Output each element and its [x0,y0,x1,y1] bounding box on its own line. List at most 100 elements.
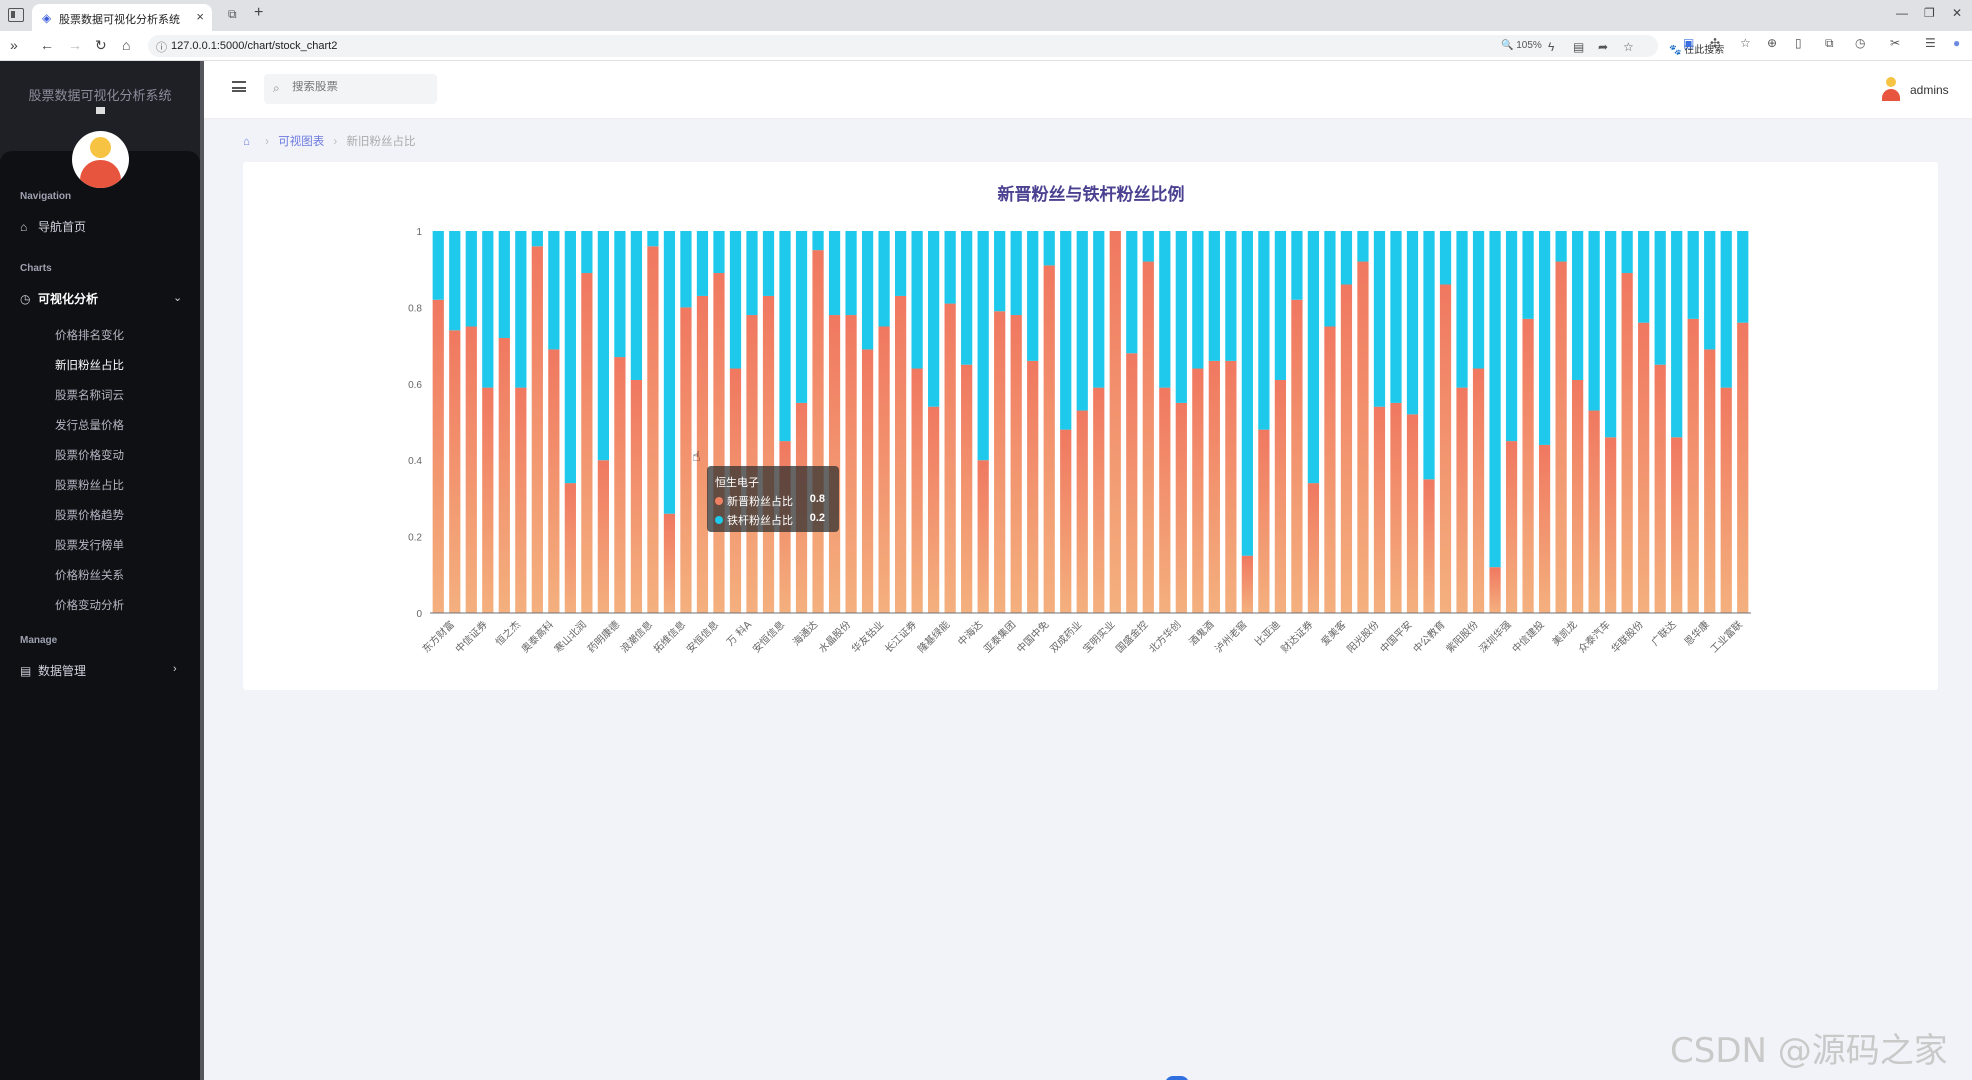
bar-new-fans[interactable] [680,307,692,613]
bar-new-fans[interactable] [1638,322,1650,613]
site-info-icon[interactable]: ⓘ [156,42,167,54]
bar-loyal-fans[interactable] [614,231,626,358]
sidebar-subitem[interactable]: 价格变动分析 [55,600,124,612]
bar-loyal-fans[interactable] [795,231,808,403]
bar-loyal-fans[interactable] [1307,231,1320,484]
bar-loyal-fans[interactable] [465,231,477,327]
bar-loyal-fans[interactable] [1638,231,1650,323]
bar-loyal-fans[interactable] [515,231,527,388]
bar-new-fans[interactable] [928,406,940,613]
bar-new-fans[interactable] [1159,387,1171,613]
bar-loyal-fans[interactable] [1654,231,1666,365]
bar-new-fans[interactable] [531,246,543,613]
bar-loyal-fans[interactable] [1241,231,1253,556]
collections-icon[interactable]: ⧉ [1825,36,1834,50]
bar-loyal-fans[interactable] [1126,231,1138,354]
sidebar-subitem[interactable]: 股票粉丝占比 [55,480,124,492]
bar-loyal-fans[interactable] [597,231,609,461]
bar-new-fans[interactable] [1555,261,1567,613]
bar-loyal-fans[interactable] [1505,231,1518,442]
bar-new-fans[interactable] [663,513,676,613]
bar-new-fans[interactable] [1720,387,1732,613]
zoom-level[interactable]: 🔍 105% [1501,40,1542,51]
bar-loyal-fans[interactable] [1010,231,1022,316]
bar-loyal-fans[interactable] [1588,231,1600,411]
bar-new-fans[interactable] [845,315,857,613]
sidebar-item-home[interactable]: ⌂ 导航首页 [20,218,86,235]
bar-loyal-fans[interactable] [498,231,510,338]
sidebar-subitem[interactable]: 股票价格变动 [55,450,124,462]
bar-loyal-fans[interactable] [828,231,841,316]
bar-loyal-fans[interactable] [845,231,857,316]
bar-loyal-fans[interactable] [1159,231,1171,388]
history-icon[interactable]: ◷ [1855,36,1866,50]
bar-new-fans[interactable] [1472,368,1485,613]
device-icon[interactable]: ▯ [1795,36,1802,50]
bar-new-fans[interactable] [498,337,510,613]
bar-loyal-fans[interactable] [564,231,576,484]
reader-icon[interactable]: ▤ [1573,40,1585,54]
restore-icon[interactable]: ❐ [1924,6,1935,20]
bar-loyal-fans[interactable] [482,231,494,388]
bar-loyal-fans[interactable] [961,231,973,365]
bar-new-fans[interactable] [861,349,874,613]
hamburger-menu-icon[interactable] [232,81,246,92]
bar-new-fans[interactable] [1225,360,1237,613]
bar-new-fans[interactable] [911,368,923,613]
reload-icon[interactable]: ↻ [95,37,107,53]
bar-loyal-fans[interactable] [1192,231,1204,369]
home-icon[interactable]: ⌂ [243,136,250,148]
bar-loyal-fans[interactable] [1406,231,1419,415]
bar-loyal-fans[interactable] [928,231,940,407]
bar-new-fans[interactable] [597,460,609,613]
sidebar-subitem[interactable]: 股票价格趋势 [55,510,124,522]
bar-new-fans[interactable] [647,246,659,613]
bar-new-fans[interactable] [1588,410,1600,613]
profile-icon[interactable]: ● [1953,36,1961,50]
bar-loyal-fans[interactable] [1357,231,1369,262]
bar-new-fans[interactable] [1654,364,1666,613]
bar-new-fans[interactable] [1390,402,1402,613]
sidebar-subitem-active[interactable]: 新旧粉丝占比 [55,360,124,372]
bar-loyal-fans[interactable] [1175,231,1187,403]
bar-new-fans[interactable] [465,326,477,614]
bar-loyal-fans[interactable] [1687,231,1699,319]
search-input[interactable] [292,81,427,93]
bar-loyal-fans[interactable] [1423,231,1435,480]
share-icon[interactable]: ➦ [1598,40,1609,54]
bar-loyal-fans[interactable] [531,231,543,247]
favorites-icon[interactable]: ☆ [1740,36,1751,50]
bar-new-fans[interactable] [828,315,841,613]
new-tab-button[interactable]: + [254,4,264,21]
bar-loyal-fans[interactable] [663,231,676,514]
bar-loyal-fans[interactable] [1472,231,1485,369]
browser-tab-active[interactable]: ◈ 股票数据可视化分析系统 × [32,4,212,31]
bar-new-fans[interactable] [1505,441,1518,613]
bar-loyal-fans[interactable] [432,231,444,300]
bar-new-fans[interactable] [548,349,560,613]
bar-loyal-fans[interactable] [1671,231,1683,438]
bar-loyal-fans[interactable] [1621,231,1633,274]
bar-new-fans[interactable] [1373,406,1386,613]
bar-loyal-fans[interactable] [894,231,907,296]
bar-new-fans[interactable] [614,357,626,613]
bar-loyal-fans[interactable] [1555,231,1567,262]
bar-new-fans[interactable] [581,273,593,613]
user-avatar-icon[interactable] [1880,77,1902,101]
search-box[interactable]: ⌕ [264,74,437,104]
bar-loyal-fans[interactable] [1274,231,1287,380]
menu-icon[interactable]: ☰ [1925,36,1936,50]
bar-new-fans[interactable] [1522,318,1534,613]
bar-new-fans[interactable] [1043,265,1055,613]
lightning-icon[interactable]: ϟ [1548,40,1555,54]
bar-loyal-fans[interactable] [1340,231,1353,285]
bar-new-fans[interactable] [1076,410,1088,613]
bar-new-fans[interactable] [1423,479,1435,613]
bar-loyal-fans[interactable] [581,231,593,274]
screenshot-icon[interactable]: ✂ [1890,36,1901,50]
bar-loyal-fans[interactable] [1605,231,1617,438]
bar-loyal-fans[interactable] [1720,231,1732,388]
bar-loyal-fans[interactable] [1489,231,1501,568]
bar-new-fans[interactable] [878,326,890,614]
bookmark-star-icon[interactable]: ☆ [1623,40,1634,54]
